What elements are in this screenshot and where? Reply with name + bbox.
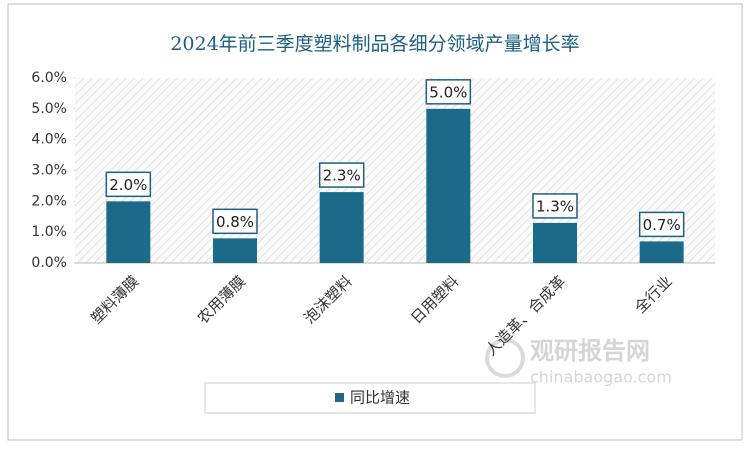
bar — [319, 192, 364, 263]
bar — [106, 201, 151, 263]
chart-title: 2024年前三季度塑料制品各细分领域产量增长率 — [170, 33, 579, 55]
y-tick-label: 0.0% — [31, 255, 67, 271]
y-tick-label: 4.0% — [31, 132, 67, 148]
legend-swatch — [335, 393, 344, 402]
value-label-box — [532, 193, 578, 219]
value-label-box — [425, 79, 472, 105]
bar — [213, 238, 257, 263]
watermark-text: 观研报告网 — [530, 337, 650, 365]
value-label-box — [638, 211, 685, 238]
y-tick-label: 3.0% — [31, 163, 67, 179]
value-label: 2.3% — [323, 167, 361, 185]
y-tick-label: 6.0% — [31, 70, 67, 86]
value-label: 1.3% — [536, 197, 574, 215]
y-tick-label: 2.0% — [31, 193, 67, 209]
bar — [639, 241, 684, 263]
legend-label: 同比增速 — [350, 389, 410, 407]
legend-box — [204, 382, 536, 414]
value-label-box — [318, 162, 365, 188]
value-label: 0.7% — [643, 216, 681, 234]
y-tick-label: 1.0% — [31, 224, 67, 240]
value-label: 0.8% — [216, 213, 254, 231]
y-tick-label: 5.0% — [31, 101, 67, 117]
value-label: 5.0% — [429, 83, 467, 101]
bar — [426, 108, 471, 263]
value-label-box — [105, 171, 152, 198]
value-label: 2.0% — [109, 176, 147, 194]
watermark-url: chinabaogao.com — [530, 368, 672, 387]
watermark: 观研报告网 chinabaogao.com — [485, 337, 672, 387]
bar — [533, 222, 577, 263]
plot-background — [75, 78, 715, 263]
value-label-box — [212, 208, 258, 235]
